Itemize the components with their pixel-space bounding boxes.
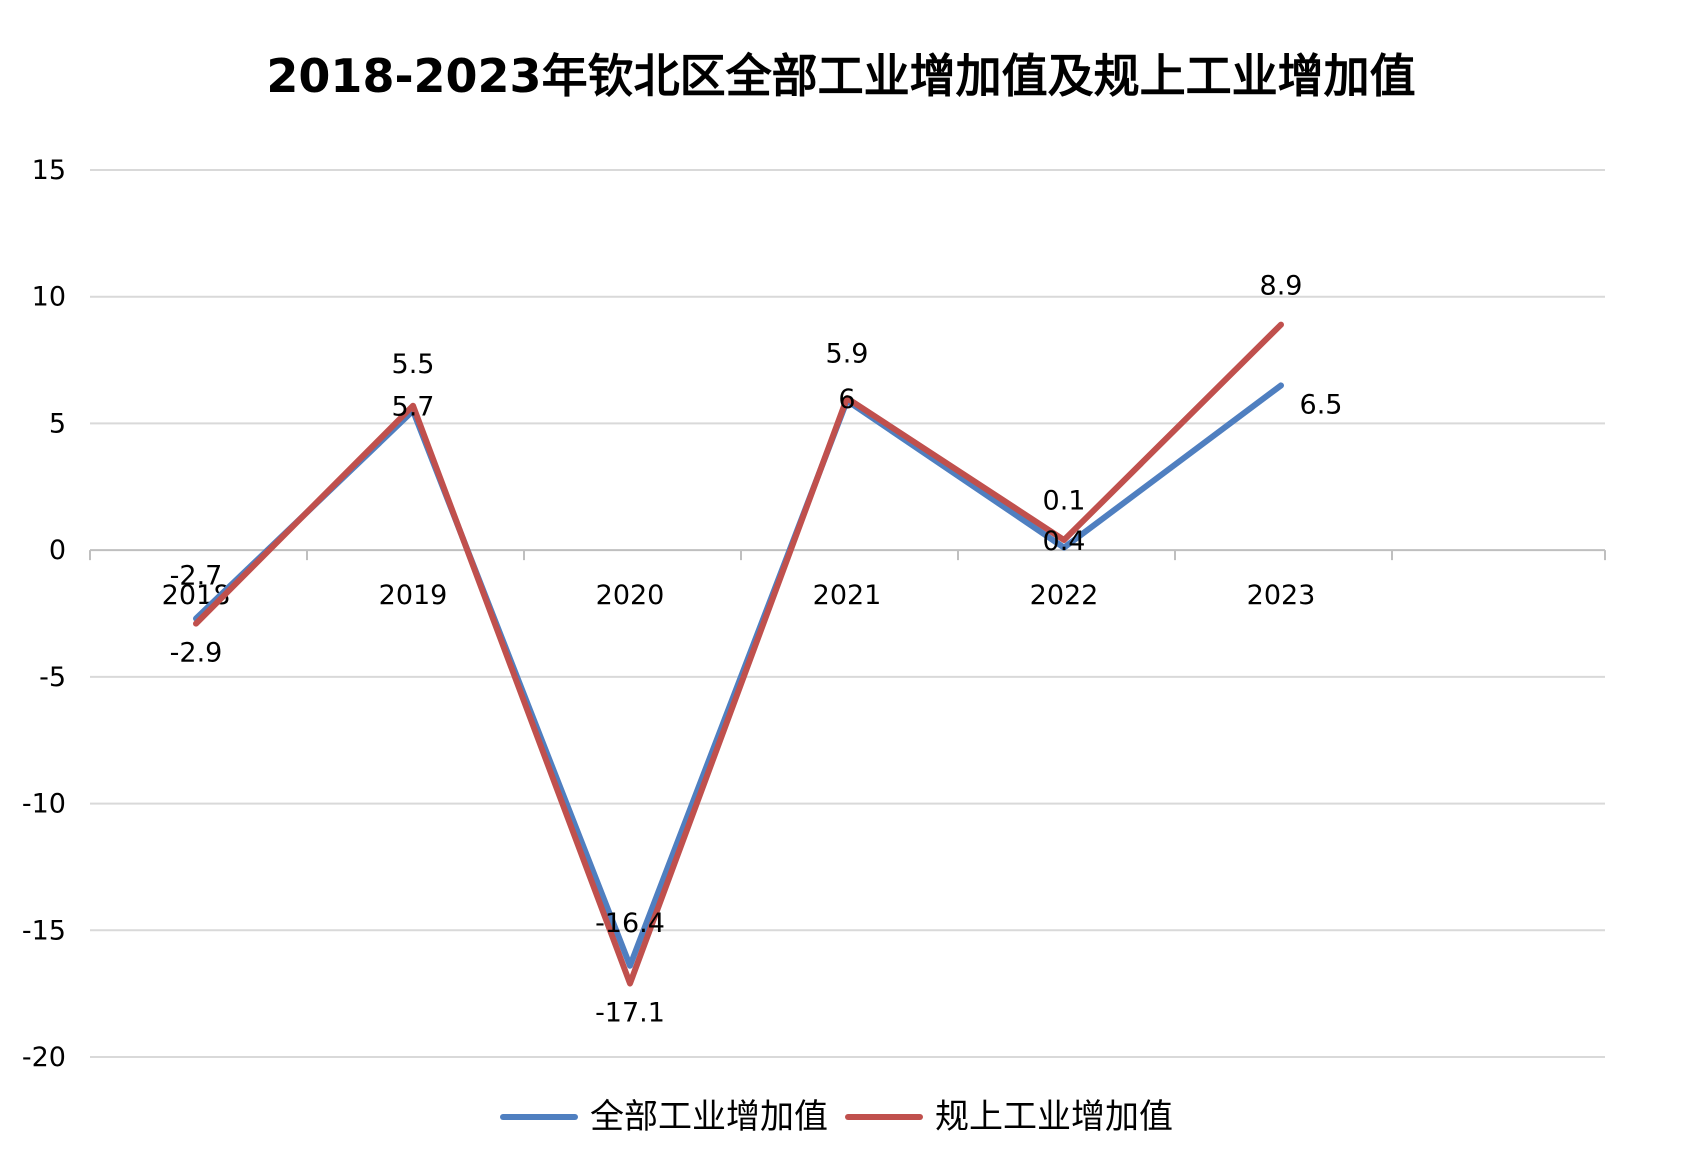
- data-label-series-1: -2.7: [170, 561, 223, 592]
- y-tick-label: -20: [22, 1042, 66, 1073]
- series-lines: [193, 321, 1284, 987]
- y-tick-label: 0: [49, 535, 66, 566]
- data-labels: -2.7 -2.9 5.5 5.7 -16.4 -17.1 5.9 6 0.1 0.4 6.5 8.9: [170, 271, 1343, 1029]
- series-line-2: [193, 321, 1284, 987]
- data-label-series-2: -17.1: [595, 998, 665, 1029]
- chart-title: 2018-2023年钦北区全部工业增加值及规上工业增加值: [266, 49, 1415, 103]
- y-tick-label: 10: [32, 282, 66, 313]
- data-label-series-1: 5.9: [826, 339, 869, 370]
- x-tick-label: 2019: [379, 580, 448, 611]
- x-tick-label: 2020: [596, 580, 665, 611]
- data-label-series-2: 0.4: [1043, 526, 1086, 557]
- y-tick-label: -15: [22, 915, 66, 946]
- data-label-series-1: -16.4: [595, 908, 665, 939]
- legend-label-1: 全部工业增加值: [590, 1097, 828, 1137]
- data-label-series-1: 5.5: [392, 349, 435, 380]
- data-label-series-2: 6: [838, 384, 855, 415]
- y-tick-label: 15: [32, 155, 66, 186]
- gridlines: [90, 169, 1605, 1058]
- x-tick-label: 2023: [1247, 580, 1316, 611]
- data-label-series-1: 0.1: [1043, 486, 1086, 517]
- x-tick-label: 2021: [813, 580, 882, 611]
- y-tick-label: -5: [39, 662, 66, 693]
- y-tick-label: 5: [49, 408, 66, 439]
- x-tick-label: 2022: [1030, 580, 1099, 611]
- series-line-1: [193, 382, 1284, 969]
- x-axis-labels: 2018 2019 2020 2021 2022 2023: [162, 580, 1316, 611]
- data-label-series-2: 8.9: [1260, 271, 1303, 302]
- legend: 全部工业增加值 规上工业增加值: [500, 1097, 1173, 1137]
- legend-label-2: 规上工业增加值: [935, 1097, 1173, 1137]
- y-tick-label: -10: [22, 789, 66, 820]
- data-label-series-2: -2.9: [170, 638, 223, 669]
- y-axis: 15 10 5 0 -5 -10 -15 -20: [22, 155, 66, 1073]
- data-label-series-1: 6.5: [1300, 389, 1343, 420]
- x-axis: [89, 549, 1606, 561]
- data-label-series-2: 5.7: [392, 392, 435, 423]
